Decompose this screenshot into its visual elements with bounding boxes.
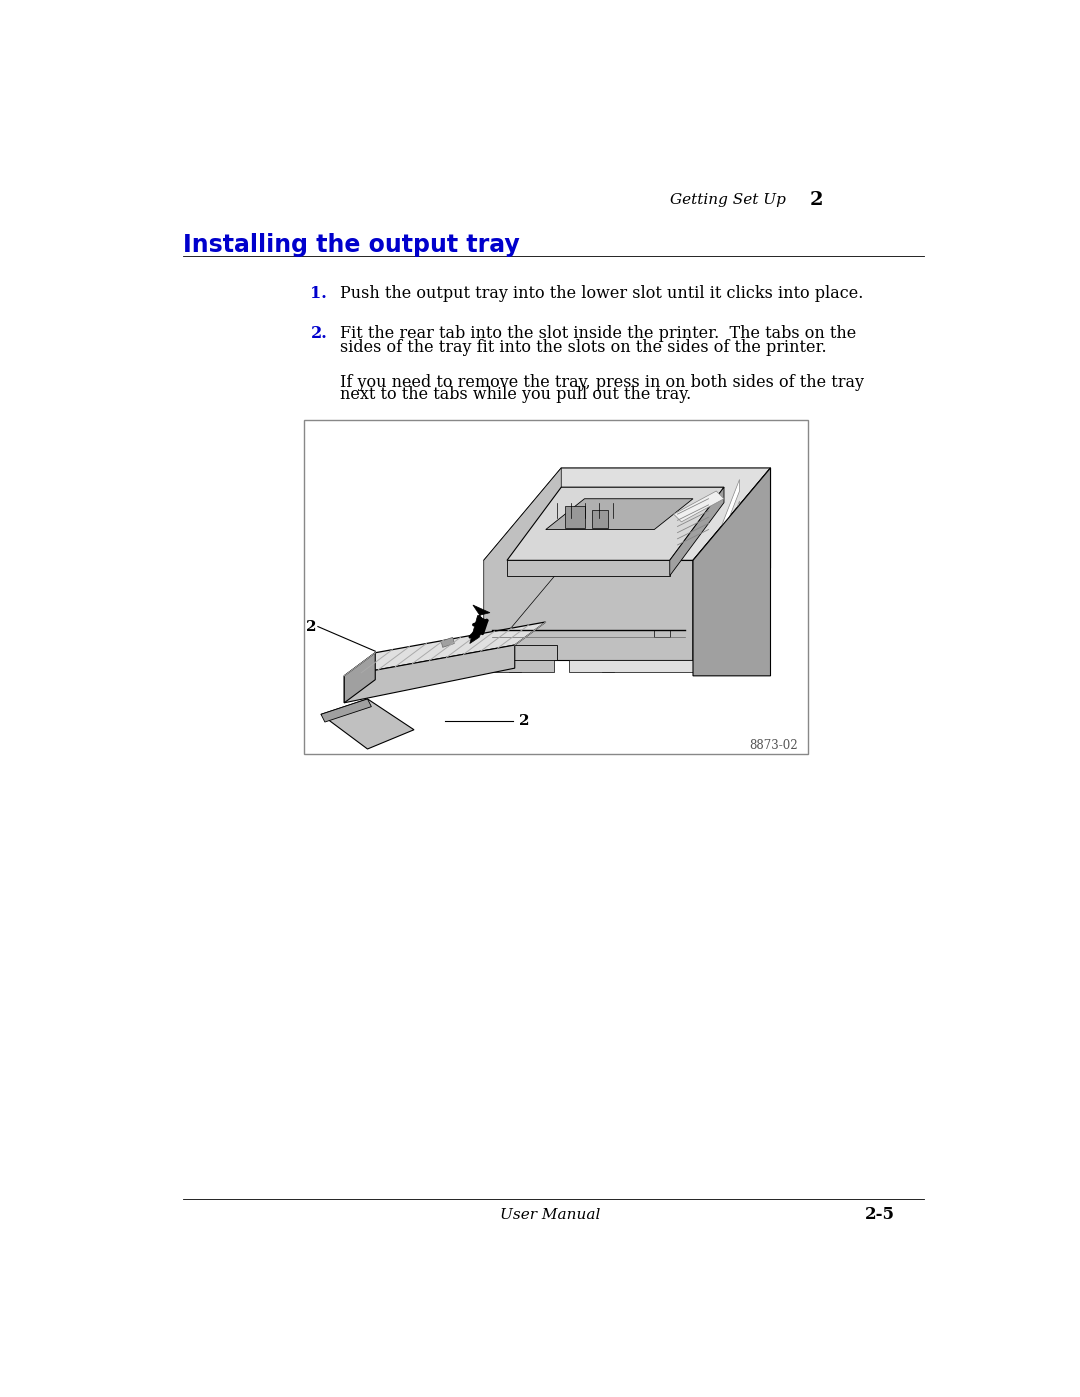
Polygon shape (321, 698, 414, 749)
Polygon shape (484, 560, 693, 661)
Text: sides of the tray fit into the slots on the sides of the printer.: sides of the tray fit into the slots on … (340, 338, 827, 356)
Text: Installing the output tray: Installing the output tray (183, 233, 519, 257)
Polygon shape (345, 622, 545, 676)
Text: 2: 2 (809, 191, 823, 210)
Polygon shape (484, 468, 562, 661)
Text: 8873-02: 8873-02 (750, 739, 798, 752)
Polygon shape (670, 488, 724, 576)
Polygon shape (509, 661, 521, 672)
Polygon shape (693, 468, 770, 676)
Text: next to the tabs while you pull out the tray.: next to the tabs while you pull out the … (340, 387, 691, 404)
Text: Getting Set Up: Getting Set Up (670, 193, 786, 207)
Polygon shape (507, 560, 670, 576)
Polygon shape (345, 645, 515, 703)
Text: 2: 2 (519, 714, 530, 728)
Text: 2.: 2. (310, 326, 327, 342)
Bar (303, 420, 808, 754)
Polygon shape (602, 661, 613, 672)
Polygon shape (321, 698, 372, 722)
Polygon shape (565, 507, 584, 528)
Polygon shape (441, 637, 455, 647)
Text: 1.: 1. (310, 285, 327, 302)
Text: Push the output tray into the lower slot until it clicks into place.: Push the output tray into the lower slot… (340, 285, 864, 302)
Text: Fit the rear tab into the slot inside the printer.  The tabs on the: Fit the rear tab into the slot inside th… (340, 326, 856, 342)
Polygon shape (484, 661, 554, 672)
Polygon shape (697, 522, 743, 652)
Polygon shape (693, 468, 770, 661)
Text: If you need to remove the tray, press in on both sides of the tray: If you need to remove the tray, press in… (340, 374, 864, 391)
Polygon shape (699, 479, 740, 595)
Polygon shape (470, 616, 487, 644)
Polygon shape (484, 468, 770, 560)
Text: User Manual: User Manual (500, 1208, 600, 1222)
Polygon shape (345, 652, 375, 703)
Polygon shape (592, 510, 608, 528)
Polygon shape (569, 661, 693, 672)
Text: 2-5: 2-5 (864, 1207, 894, 1224)
Text: 2: 2 (306, 619, 316, 634)
Polygon shape (473, 605, 490, 623)
Polygon shape (503, 645, 557, 661)
Polygon shape (699, 522, 740, 638)
Polygon shape (674, 490, 724, 522)
Polygon shape (699, 502, 740, 616)
Polygon shape (654, 630, 670, 637)
Polygon shape (507, 488, 724, 560)
Polygon shape (507, 630, 523, 637)
Polygon shape (545, 499, 693, 529)
